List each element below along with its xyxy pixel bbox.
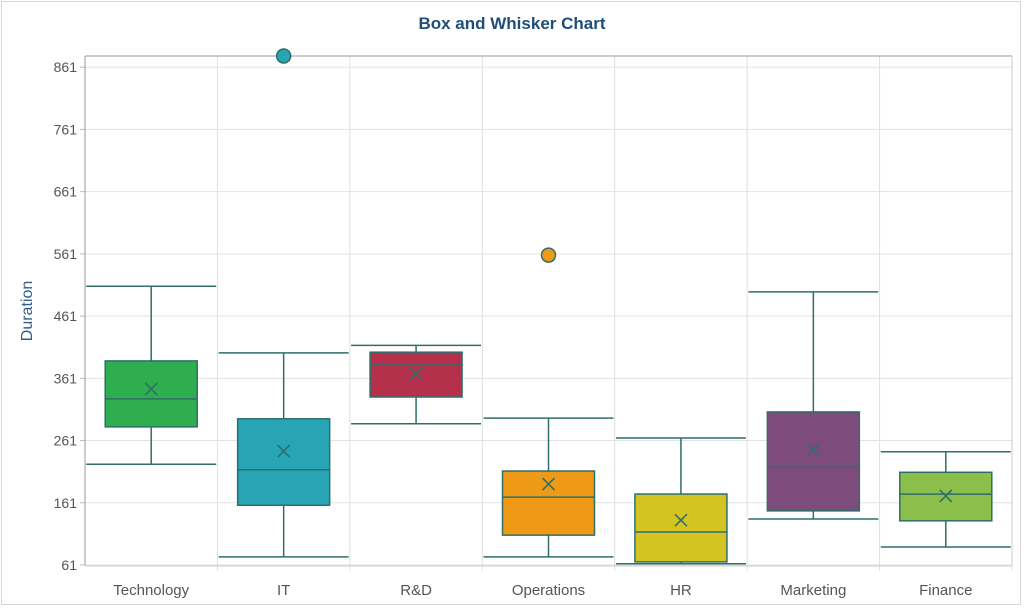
x-tick-label: R&D	[400, 582, 432, 599]
box-finance	[880, 451, 1011, 548]
chart-title: Box and Whisker Chart	[418, 14, 605, 33]
y-axis-label: Duration	[19, 281, 36, 341]
box-it	[218, 48, 349, 558]
y-tick-label: 61	[61, 557, 77, 573]
mean-marker	[806, 443, 820, 457]
y-tick-label: 661	[54, 184, 78, 200]
y-tick-label: 161	[54, 495, 78, 511]
x-tick-label: IT	[277, 582, 290, 599]
x-tick-label: HR	[670, 582, 692, 599]
mean-marker	[409, 367, 423, 381]
iqr-box	[236, 418, 331, 507]
x-tick-label: Marketing	[780, 582, 846, 599]
iqr-box	[501, 470, 596, 536]
y-tick-label: 561	[54, 246, 78, 262]
y-tick-label: 861	[54, 59, 78, 75]
y-tick-label: 761	[54, 121, 78, 137]
x-tick-label: Operations	[512, 582, 585, 599]
y-tick-label: 261	[54, 433, 78, 449]
mean-marker	[144, 382, 158, 396]
mean-marker	[277, 444, 291, 458]
x-tick-label: Finance	[919, 582, 972, 599]
box-hr	[615, 437, 746, 565]
mean-marker	[541, 477, 556, 491]
mean-marker	[674, 513, 688, 527]
iqr-box	[766, 411, 861, 512]
box-operations	[483, 247, 614, 558]
outlier-point	[540, 247, 557, 263]
mean-marker	[939, 489, 953, 503]
y-tick-label: 461	[54, 308, 78, 324]
iqr-box	[104, 360, 198, 428]
boxes: Technology IT R&D Operations HR Marketing Fina…	[86, 48, 1011, 599]
box-rd	[351, 344, 482, 425]
box-marketing	[748, 291, 879, 520]
x-tick-label: Technology	[113, 582, 189, 599]
y-tick-label: 361	[54, 370, 78, 386]
outlier-point	[275, 48, 292, 64]
box-technology	[86, 285, 217, 465]
iqr-box	[634, 493, 728, 563]
